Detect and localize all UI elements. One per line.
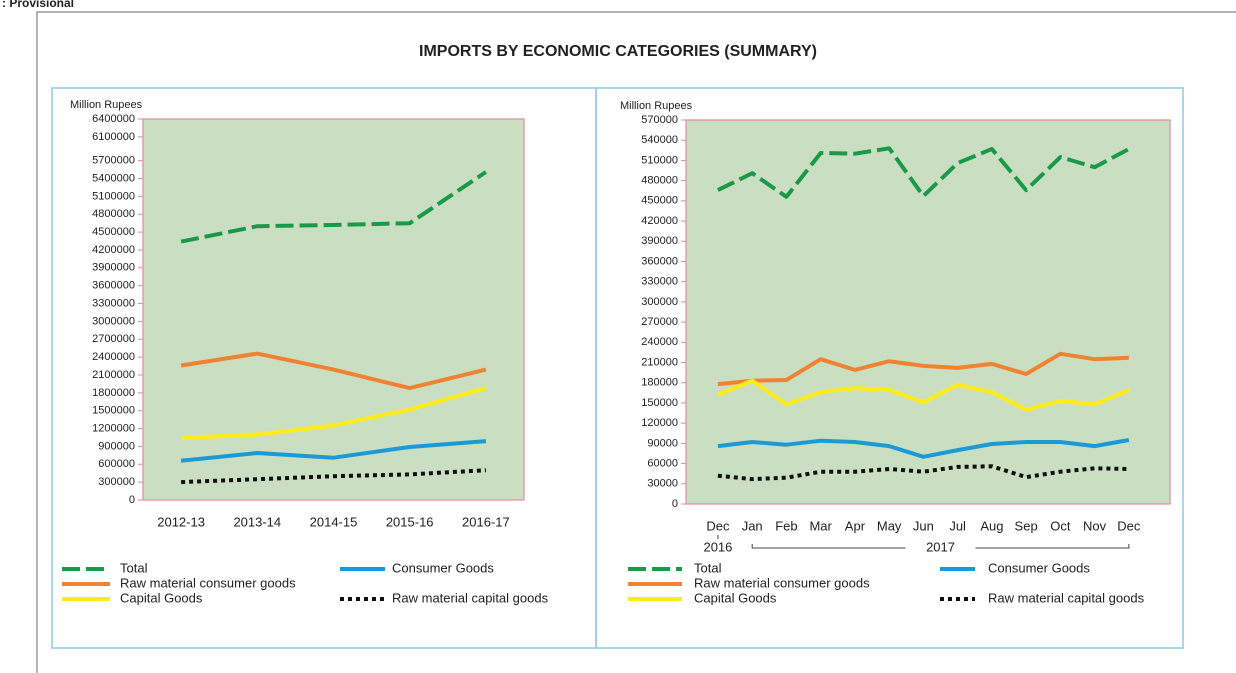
y-tick-label: 30000 xyxy=(647,478,678,490)
legend-label: Raw material capital goods xyxy=(392,590,549,605)
y-axis-label: Million Rupees xyxy=(620,100,693,112)
outer-frame xyxy=(36,11,1236,673)
y-tick-label: 540000 xyxy=(641,134,678,146)
y-tick-label: 6100000 xyxy=(92,131,135,143)
legend-label: Capital Goods xyxy=(694,590,777,605)
x-tick-label: 2015-16 xyxy=(386,514,434,529)
y-tick-label: 3300000 xyxy=(92,297,135,309)
series-line xyxy=(181,386,487,441)
legend-label: Total xyxy=(694,560,722,575)
legend-label: Consumer Goods xyxy=(988,560,1090,575)
x-tick-label: Aug xyxy=(980,518,1003,533)
series-line xyxy=(180,351,487,391)
y-tick-label: 1800000 xyxy=(92,387,135,399)
series-line xyxy=(181,468,487,485)
x-tick-label: Dec xyxy=(706,518,730,533)
y-tick-label: 1500000 xyxy=(92,405,135,417)
y-tick-label: 2400000 xyxy=(92,351,135,363)
x-tick-label: Mar xyxy=(809,518,832,533)
legend-label: Total xyxy=(120,560,148,575)
y-tick-label: 300000 xyxy=(641,296,678,308)
y-tick-label: 5100000 xyxy=(92,190,135,202)
year-label: 2017 xyxy=(926,539,955,554)
y-tick-label: 4200000 xyxy=(92,244,135,256)
y-tick-label: 3000000 xyxy=(92,315,135,327)
y-tick-label: 570000 xyxy=(641,114,678,126)
note: : Provisional xyxy=(2,0,74,10)
x-tick-label: Jan xyxy=(742,518,763,533)
y-tick-label: 600000 xyxy=(98,458,135,470)
y-tick-label: 0 xyxy=(672,498,678,510)
y-tick-label: 3900000 xyxy=(92,262,135,274)
year-bracket xyxy=(751,544,1130,549)
y-tick-label: 510000 xyxy=(641,154,678,166)
y-tick-label: 60000 xyxy=(647,457,678,469)
legend-label: Raw material consumer goods xyxy=(694,575,870,590)
y-tick-label: 360000 xyxy=(641,255,678,267)
y-tick-label: 450000 xyxy=(641,195,678,207)
x-tick-label: Dec xyxy=(1117,518,1141,533)
chart-title: IMPORTS BY ECONOMIC CATEGORIES (SUMMARY) xyxy=(419,43,817,60)
series-line xyxy=(717,464,1129,482)
y-tick-label: 240000 xyxy=(641,336,678,348)
y-tick-label: 300000 xyxy=(98,476,135,488)
panel-frame xyxy=(595,87,1184,649)
x-tick-label: 2013-14 xyxy=(233,514,281,529)
x-tick-label: 2012-13 xyxy=(157,514,205,529)
y-tick-label: 120000 xyxy=(641,417,678,429)
x-tick-label: Jun xyxy=(913,518,934,533)
y-tick-label: 6400000 xyxy=(92,113,135,125)
legend-label: Raw material consumer goods xyxy=(120,575,296,590)
y-tick-label: 4500000 xyxy=(92,226,135,238)
series-line xyxy=(717,351,1129,387)
y-tick-label: 390000 xyxy=(641,235,678,247)
y-tick-label: 3600000 xyxy=(92,280,135,292)
x-tick-label: Sep xyxy=(1015,518,1038,533)
legend-label: Capital Goods xyxy=(120,590,203,605)
series-line xyxy=(717,378,1130,412)
series-line xyxy=(717,146,1130,199)
year-label: 2016 xyxy=(703,539,732,554)
series-line xyxy=(180,439,487,463)
x-tick-label: Oct xyxy=(1050,518,1071,533)
legend-label: Consumer Goods xyxy=(392,560,494,575)
x-tick-label: May xyxy=(877,518,902,533)
y-tick-label: 5400000 xyxy=(92,172,135,184)
series-line xyxy=(717,438,1130,459)
y-tick-label: 0 xyxy=(129,494,135,506)
y-tick-label: 180000 xyxy=(641,377,678,389)
x-tick-label: 2016-17 xyxy=(462,514,510,529)
y-tick-label: 480000 xyxy=(641,175,678,187)
x-tick-label: Nov xyxy=(1083,518,1107,533)
x-tick-label: 2014-15 xyxy=(310,514,358,529)
y-tick-label: 90000 xyxy=(647,437,678,449)
y-tick-label: 270000 xyxy=(641,316,678,328)
y-tick-label: 420000 xyxy=(641,215,678,227)
x-tick-label: Feb xyxy=(775,518,797,533)
x-tick-label: Apr xyxy=(845,518,866,533)
y-tick-label: 2700000 xyxy=(92,333,135,345)
y-tick-label: 210000 xyxy=(641,356,678,368)
y-tick-label: 900000 xyxy=(98,440,135,452)
y-tick-label: 150000 xyxy=(641,397,678,409)
x-tick-label: Jul xyxy=(949,518,966,533)
y-tick-label: 2100000 xyxy=(92,369,135,381)
series-line xyxy=(180,170,488,244)
y-tick-label: 4800000 xyxy=(92,208,135,220)
y-tick-label: 330000 xyxy=(641,276,678,288)
y-tick-label: 1200000 xyxy=(92,422,135,434)
y-tick-label: 5700000 xyxy=(92,155,135,167)
y-axis-label: Million Rupees xyxy=(70,99,143,111)
legend-label: Raw material capital goods xyxy=(988,590,1145,605)
